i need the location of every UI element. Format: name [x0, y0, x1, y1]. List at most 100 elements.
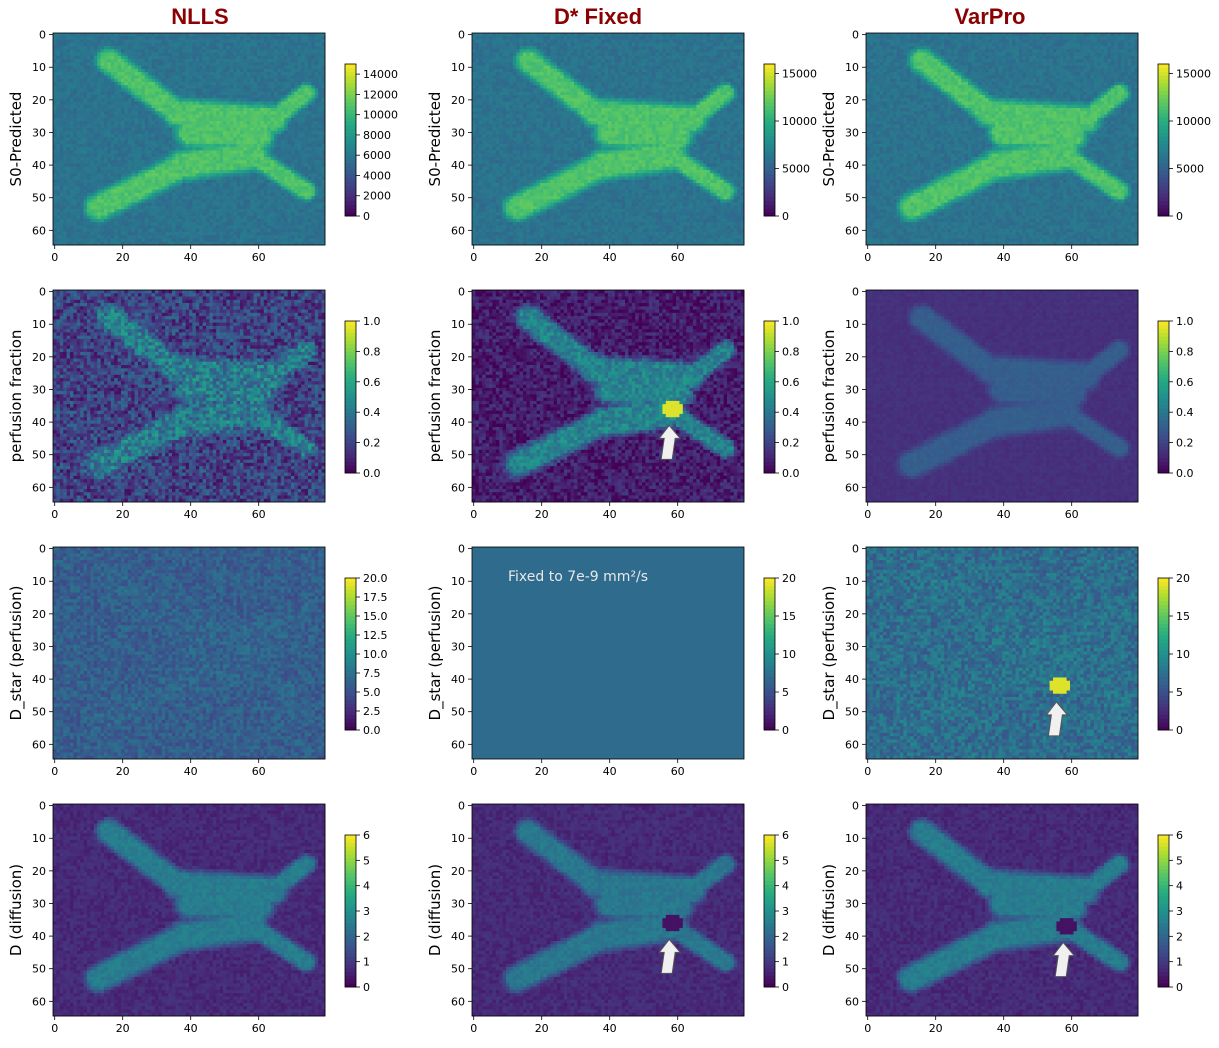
heatmap-cell	[63, 137, 67, 141]
heatmap-cell	[148, 53, 152, 57]
heatmap-cell	[152, 111, 156, 115]
heatmap-cell	[216, 141, 220, 145]
heatmap-cell	[264, 66, 268, 70]
heatmap-cell	[209, 56, 213, 60]
heatmap-cell	[118, 193, 122, 197]
heatmap-cell	[63, 203, 67, 207]
heatmap-cell	[114, 216, 118, 220]
heatmap-cell	[60, 180, 64, 184]
heatmap-cell	[141, 137, 145, 141]
heatmap-cell	[172, 82, 176, 86]
heatmap-cell	[243, 173, 247, 177]
heatmap-cell	[213, 69, 217, 73]
heatmap-cell	[260, 163, 264, 167]
heatmap-cell	[84, 173, 88, 177]
heatmap-cell	[311, 36, 315, 40]
heatmap-cell	[124, 66, 128, 70]
heatmap-cell	[192, 82, 196, 86]
heatmap-cell	[175, 95, 179, 99]
heatmap-cell	[216, 95, 220, 99]
heatmap-cell	[152, 180, 156, 184]
heatmap-cell	[233, 36, 237, 40]
heatmap-cell	[305, 180, 309, 184]
heatmap-cell	[277, 95, 281, 99]
heatmap-cell	[264, 40, 268, 44]
heatmap-cell	[158, 206, 162, 210]
heatmap-cell	[97, 33, 101, 37]
heatmap-cell	[90, 137, 94, 141]
heatmap-cell	[257, 212, 261, 216]
heatmap-cell	[186, 49, 190, 53]
heatmap-cell	[124, 56, 128, 60]
heatmap-cell	[73, 154, 77, 158]
heatmap-cell	[192, 219, 196, 223]
heatmap-cell	[220, 75, 224, 79]
heatmap-cell	[301, 88, 305, 92]
heatmap-cell	[145, 36, 149, 40]
heatmap-cell	[284, 128, 288, 132]
heatmap-cell	[301, 115, 305, 119]
heatmap-cell	[301, 69, 305, 73]
heatmap-cell	[301, 121, 305, 125]
heatmap-cell	[216, 137, 220, 141]
heatmap-cell	[206, 53, 210, 57]
heatmap-cell	[53, 92, 57, 96]
heatmap-cell	[94, 111, 98, 115]
heatmap-cell	[274, 216, 278, 220]
heatmap-cell	[318, 79, 322, 83]
heatmap-cell	[77, 98, 81, 102]
heatmap-cell	[233, 75, 237, 79]
heatmap-cell	[230, 216, 234, 220]
heatmap-cell	[118, 216, 122, 220]
heatmap-cell	[94, 183, 98, 187]
heatmap-cell	[277, 46, 281, 50]
heatmap-cell	[243, 186, 247, 190]
heatmap-cell	[141, 92, 145, 96]
heatmap-cell	[209, 190, 213, 194]
heatmap-cell	[158, 92, 162, 96]
heatmap-cell	[206, 177, 210, 181]
heatmap-cell	[128, 141, 132, 145]
heatmap-cell	[111, 193, 115, 197]
heatmap-cell	[196, 75, 200, 79]
heatmap-cell	[298, 53, 302, 57]
heatmap-cell	[233, 144, 237, 148]
heatmap-cell	[305, 105, 309, 109]
heatmap-cell	[196, 206, 200, 210]
heatmap-cell	[189, 131, 193, 135]
heatmap-cell	[240, 33, 244, 37]
heatmap-cell	[90, 85, 94, 89]
heatmap-cell	[226, 216, 230, 220]
heatmap-cell	[186, 121, 190, 125]
heatmap-cell	[311, 203, 315, 207]
heatmap-cell	[155, 43, 159, 47]
heatmap-cell	[90, 105, 94, 109]
heatmap-cell	[277, 92, 281, 96]
heatmap-cell	[257, 209, 261, 213]
heatmap-cell	[172, 69, 176, 73]
heatmap-cell	[254, 157, 258, 161]
heatmap-cell	[298, 62, 302, 66]
heatmap-cell	[186, 131, 190, 135]
heatmap-cell	[124, 79, 128, 83]
heatmap-cell	[107, 72, 111, 76]
heatmap-cell	[216, 36, 220, 40]
heatmap-cell	[101, 160, 105, 164]
heatmap-cell	[199, 141, 203, 145]
heatmap-cell	[318, 62, 322, 66]
heatmap-cell	[141, 128, 145, 132]
heatmap-cell	[226, 105, 230, 109]
heatmap-cell	[138, 193, 142, 197]
heatmap-cell	[213, 180, 217, 184]
heatmap-cell	[90, 206, 94, 210]
heatmap-cell	[254, 163, 258, 167]
heatmap-cell	[196, 115, 200, 119]
heatmap-cell	[271, 170, 275, 174]
heatmap-cell	[298, 209, 302, 213]
heatmap-cell	[311, 56, 315, 60]
heatmap-cell	[182, 180, 186, 184]
heatmap-cell	[84, 88, 88, 92]
heatmap-cell	[318, 115, 322, 119]
heatmap-cell	[318, 88, 322, 92]
heatmap-cell	[305, 199, 309, 203]
